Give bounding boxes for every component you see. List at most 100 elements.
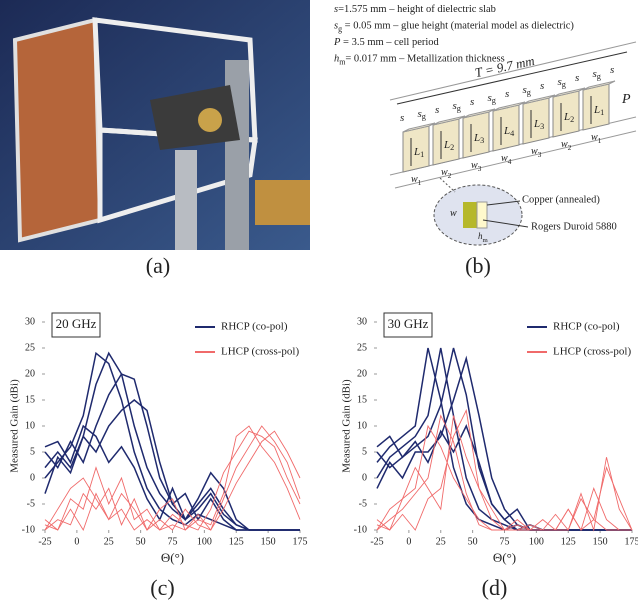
cell-length: L3 <box>473 132 484 145</box>
gap-label: sg <box>453 100 461 113</box>
gain-curve <box>376 347 632 531</box>
symbol: s <box>400 112 404 124</box>
gap-label: s <box>400 112 404 124</box>
gain-curve <box>376 414 633 532</box>
cell-top <box>522 94 556 105</box>
subscript: g <box>457 104 461 113</box>
symbol: s <box>575 72 579 84</box>
annotation: 20 GHz <box>56 316 97 331</box>
symbol: P <box>333 37 341 48</box>
panel-label: (d) <box>482 575 508 600</box>
symbol: w <box>471 160 478 171</box>
gap-label: sg <box>558 76 566 89</box>
symbol: L <box>443 139 450 151</box>
symbol: s <box>435 104 439 116</box>
symbol: s <box>453 100 457 112</box>
x-tick-label: 150 <box>593 536 608 547</box>
y-tick-label: 25 <box>357 342 367 353</box>
symbol: w <box>561 139 568 150</box>
subscript: g <box>597 72 601 81</box>
gap-label: sg <box>418 108 426 121</box>
subscript: 4 <box>510 129 514 138</box>
cell-width: w3 <box>531 146 542 158</box>
subscript: g <box>562 80 566 89</box>
subscript: 3 <box>480 136 484 145</box>
subscript: 1 <box>420 150 424 159</box>
cell-width: w1 <box>591 132 602 144</box>
gap-label: s <box>610 64 614 76</box>
gain-curve <box>376 347 632 531</box>
symbol: s <box>418 108 422 120</box>
cell-width: w4 <box>501 153 512 165</box>
cell-top <box>552 87 586 98</box>
y-tick-label: -5 <box>27 498 35 509</box>
gain-curve <box>376 355 632 531</box>
gap-label: s <box>470 96 474 108</box>
symbol: w <box>441 167 448 178</box>
symbol: s <box>523 84 527 96</box>
y-tick-label: 0 <box>30 472 35 483</box>
y-tick-label: 0 <box>362 472 367 483</box>
symbol: P <box>621 92 631 107</box>
x-tick-label: 125 <box>229 536 244 547</box>
annotation-box <box>383 312 433 338</box>
x-tick-label: 75 <box>500 536 510 547</box>
symbol: s <box>488 92 492 104</box>
subscript: 2 <box>450 143 454 152</box>
cell-length: L4 <box>503 125 514 138</box>
text: = 3.5 mm – cell period <box>340 37 439 48</box>
x-tick-label: -25 <box>38 536 51 547</box>
annotation-box <box>51 312 101 338</box>
gap-label: s <box>540 80 544 92</box>
y-tick-label: 20 <box>357 368 367 379</box>
subscript: 1 <box>418 178 422 187</box>
gain-curve <box>44 425 301 531</box>
y-tick-label: 5 <box>362 446 367 457</box>
gain-curve <box>376 347 632 531</box>
symbol: L <box>473 132 480 144</box>
legend-label: LHCP (cross-pol) <box>221 346 299 358</box>
subscript: g <box>422 112 426 121</box>
subscript: 1 <box>598 136 602 145</box>
subscript: 4 <box>508 157 512 166</box>
pointer <box>486 200 521 206</box>
x-tick-label: 50 <box>136 536 146 547</box>
subscript: 3 <box>540 122 544 131</box>
x-tick-label: 100 <box>529 536 544 547</box>
symbol: s <box>593 68 597 80</box>
symbol: s <box>610 64 614 76</box>
slab-edge <box>389 41 637 101</box>
symbol: s <box>470 96 474 108</box>
metal-label: Copper (annealed) <box>522 194 600 205</box>
thickness-label: hm <box>478 231 489 243</box>
symbol: L <box>593 104 600 116</box>
gain-curve <box>44 430 301 532</box>
x-tick-label: 25 <box>104 536 114 547</box>
y-tick-label: 15 <box>25 394 35 405</box>
note: sg = 0.05 mm – glue height (material mod… <box>334 21 574 33</box>
y-tick-label: -10 <box>354 524 367 535</box>
note: P = 3.5 mm – cell period <box>333 37 440 48</box>
y-tick-label: -5 <box>359 498 367 509</box>
copper <box>463 202 477 228</box>
pointer <box>482 219 529 228</box>
symbol: w <box>450 208 457 219</box>
subscript: 3 <box>478 164 482 173</box>
x-tick-label: -25 <box>370 536 383 547</box>
x-axis-label: Θ(°) <box>493 550 516 565</box>
cell-width: w3 <box>471 160 482 172</box>
legend-label: RHCP (co-pol) <box>553 321 620 333</box>
y-tick-label: 10 <box>25 420 35 431</box>
symbol: s <box>558 76 562 88</box>
y-tick-label: 10 <box>357 420 367 431</box>
y-tick-label: 5 <box>30 446 35 457</box>
symbol: w <box>501 153 508 164</box>
cell-top <box>402 122 436 133</box>
subscript: g <box>338 24 342 33</box>
subscript: g <box>492 96 496 105</box>
text: =1.575 mm – height of dielectric slab <box>338 4 496 15</box>
symbol: h <box>478 231 483 241</box>
cell-length: L2 <box>563 111 574 124</box>
panel-label: (b) <box>465 253 491 278</box>
x-tick-label: 25 <box>436 536 446 547</box>
